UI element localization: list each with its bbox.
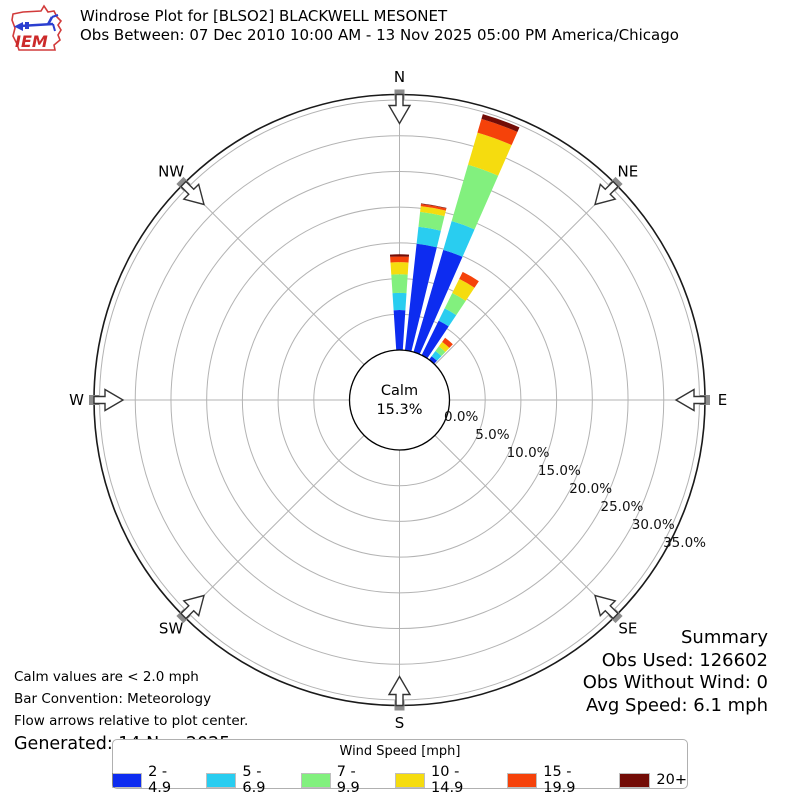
summary-obs-used: Obs Used: 126602 [601, 649, 768, 671]
legend-entry: 20+ [619, 772, 687, 788]
legend-label: 2 - 4.9 [148, 764, 172, 796]
windrose-bar-segment [393, 310, 406, 351]
grid-spoke [434, 183, 616, 365]
calm-value: 15.3% [376, 402, 422, 418]
compass-label-e: E [718, 391, 727, 409]
legend-title: Wind Speed [mph] [339, 744, 461, 759]
calm-label: Calm [381, 383, 418, 399]
legend-swatch-icon [507, 772, 538, 788]
flow-arrow-w [89, 388, 125, 412]
ring-label: 30.0% [632, 517, 675, 533]
legend-label: 7 - 9.9 [336, 764, 360, 796]
legend-label: 15 - 19.9 [543, 764, 576, 796]
ring-label: 15.0% [538, 463, 581, 479]
windrose-bar-segment [391, 274, 408, 294]
legend-label: 20+ [656, 772, 687, 788]
legend-label: 10 - 14.9 [431, 764, 464, 796]
windrose-bar-segment [420, 206, 446, 217]
windrose-bar-segment [435, 346, 446, 357]
legend-entry: 7 - 9.9 [300, 764, 382, 796]
windrose-bar-segment [390, 256, 409, 263]
windrose-bar-segment [481, 114, 520, 132]
windrose-bar-segment [420, 203, 447, 209]
windrose-bar-segment [442, 337, 453, 348]
ring-label: 5.0% [475, 427, 509, 443]
windrose-bar-segment [468, 132, 512, 176]
compass-label-w: W [69, 391, 84, 409]
windrose-bar-segment [404, 243, 437, 352]
windrose-bar-segment [420, 204, 447, 211]
windrose-bar-segment [390, 262, 409, 275]
iem-logo-text: IEM [15, 32, 48, 51]
compass-label-s: S [395, 714, 405, 732]
ring-label: 35.0% [663, 535, 706, 551]
windrose-bar-segment [438, 308, 457, 327]
note-bar-convention: Bar Convention: Meteorology [14, 691, 212, 707]
windrose-bar-segment [451, 164, 499, 230]
windrose-bar-segment [443, 221, 475, 257]
legend-swatch-icon [206, 772, 237, 788]
windrose-bar-segment [389, 254, 410, 257]
grid-spoke [434, 435, 616, 617]
compass-label-n: N [394, 68, 405, 86]
legend-swatch-icon [619, 772, 651, 788]
flow-arrow-e [674, 388, 710, 412]
iem-logo: IEM [11, 4, 63, 51]
compass-label-nw: NW [158, 163, 184, 181]
compass-label-sw: SW [159, 619, 184, 637]
ring-percent-labels: 0.0% 5.0% 10.0% 15.0% 20.0% 25.0% 30.0% 35.0% [444, 409, 706, 551]
legend-entry: 5 - 6.9 [206, 764, 287, 796]
legend-entry: 15 - 19.9 [507, 764, 606, 796]
legend-swatch-icon [111, 772, 143, 788]
flow-arrow-se [594, 594, 623, 624]
legend-swatch-icon [394, 772, 426, 788]
flow-arrow-ne [594, 176, 623, 206]
windrose-bar-segment [459, 271, 479, 288]
windrose-bar-segment [477, 118, 518, 146]
windrose-bars [389, 114, 520, 364]
wind-speed-legend: Wind Speed [mph] 2 - 4.9 5 - 6.9 7 - 9.9 10… [111, 739, 688, 796]
windrose-bar-segment [438, 341, 450, 353]
windrose-bar-segment [429, 356, 438, 364]
grid-spoke [183, 183, 365, 365]
windrose-bar-segment [452, 278, 475, 301]
legend-entry: 10 - 14.9 [394, 764, 494, 796]
ring-label: 0.0% [444, 409, 478, 425]
windrose-bar-segment [431, 351, 442, 361]
flow-arrow-s [387, 675, 412, 711]
iowa-outline-icon [11, 4, 63, 51]
windrose-bar-segment [418, 211, 445, 231]
legend-swatch-icon [300, 772, 331, 788]
page-title: Windrose Plot for [BLSO2] BLACKWELL MESO… [80, 7, 448, 25]
windrose-bar-segment [392, 292, 407, 311]
note-calm-threshold: Calm values are < 2.0 mph [14, 669, 199, 685]
calm-circle: Calm 15.3% [348, 349, 451, 451]
grid-spoke [183, 435, 365, 617]
ring-label: 10.0% [507, 445, 550, 461]
legend-entry: 2 - 4.9 [111, 764, 193, 796]
note-flow-arrows: Flow arrows relative to plot center. [14, 713, 249, 729]
flow-arrow-n [387, 89, 412, 125]
compass-labels: N NE E SE S SW W NW [69, 68, 727, 732]
compass-label-se: SE [618, 619, 637, 637]
ring-label: 25.0% [601, 499, 644, 515]
compass-label-ne: NE [618, 163, 639, 181]
legend-label: 5 - 6.9 [242, 764, 266, 796]
header: Windrose Plot for [BLSO2] BLACKWELL MESO… [80, 7, 679, 45]
windrose-bar-segment [421, 320, 449, 359]
windvane-icon [14, 14, 59, 32]
summary-block: Summary Obs Used: 126602 Obs Without Win… [583, 627, 768, 717]
windrose-bar-segment [413, 249, 463, 355]
legend-entries: 2 - 4.9 5 - 6.9 7 - 9.9 10 - 14.9 15 - 19.9 2… [111, 764, 687, 796]
summary-avg-speed: Avg Speed: 6.1 mph [586, 694, 768, 716]
windrose-bar-segment [444, 293, 466, 316]
ring-label: 20.0% [569, 481, 612, 497]
windrose-bar-segment [416, 226, 441, 248]
page-subtitle: Obs Between: 07 Dec 2010 10:00 AM - 13 N… [80, 26, 679, 44]
flow-arrow-sw [176, 594, 205, 624]
summary-title: Summary [681, 627, 768, 648]
summary-obs-without-wind: Obs Without Wind: 0 [582, 672, 768, 693]
